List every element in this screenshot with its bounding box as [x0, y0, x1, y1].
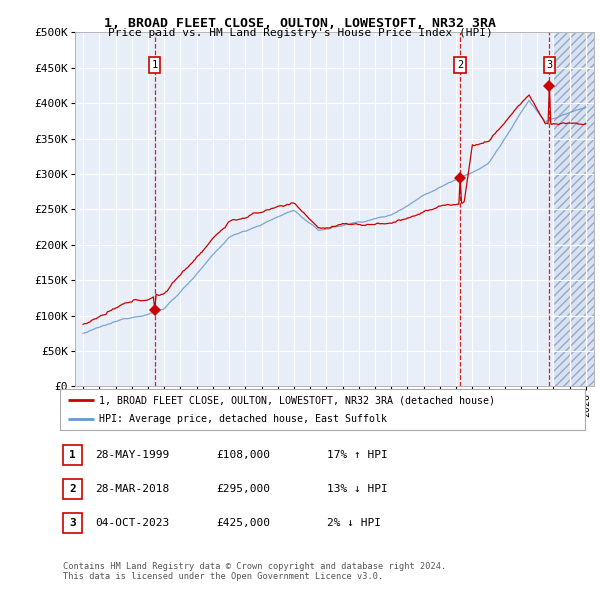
Text: HPI: Average price, detached house, East Suffolk: HPI: Average price, detached house, East… — [100, 414, 388, 424]
Text: 3: 3 — [546, 60, 553, 70]
Text: 1, BROAD FLEET CLOSE, OULTON, LOWESTOFT, NR32 3RA: 1, BROAD FLEET CLOSE, OULTON, LOWESTOFT,… — [104, 17, 496, 30]
Bar — [553, 32, 594, 386]
Bar — [553, 32, 594, 386]
Text: 28-MAR-2018: 28-MAR-2018 — [95, 484, 169, 494]
Text: 28-MAY-1999: 28-MAY-1999 — [95, 450, 169, 460]
Text: 2: 2 — [69, 484, 76, 494]
Text: 3: 3 — [69, 519, 76, 528]
Text: 1: 1 — [152, 60, 158, 70]
Text: £295,000: £295,000 — [216, 484, 270, 494]
Text: Contains HM Land Registry data © Crown copyright and database right 2024.
This d: Contains HM Land Registry data © Crown c… — [63, 562, 446, 581]
Text: 04-OCT-2023: 04-OCT-2023 — [95, 519, 169, 528]
Text: 13% ↓ HPI: 13% ↓ HPI — [327, 484, 388, 494]
Text: 2: 2 — [457, 60, 463, 70]
Text: 1: 1 — [69, 450, 76, 460]
Text: 2% ↓ HPI: 2% ↓ HPI — [327, 519, 381, 528]
Text: 1, BROAD FLEET CLOSE, OULTON, LOWESTOFT, NR32 3RA (detached house): 1, BROAD FLEET CLOSE, OULTON, LOWESTOFT,… — [100, 395, 496, 405]
Text: £425,000: £425,000 — [216, 519, 270, 528]
Text: 17% ↑ HPI: 17% ↑ HPI — [327, 450, 388, 460]
Text: £108,000: £108,000 — [216, 450, 270, 460]
Text: Price paid vs. HM Land Registry's House Price Index (HPI): Price paid vs. HM Land Registry's House … — [107, 28, 493, 38]
